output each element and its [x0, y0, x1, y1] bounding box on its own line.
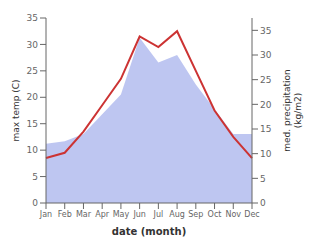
svg-text:30: 30 [27, 40, 39, 50]
svg-text:35: 35 [260, 26, 271, 36]
svg-text:Apr: Apr [95, 210, 110, 219]
svg-text:date (month): date (month) [112, 226, 186, 237]
svg-text:0: 0 [32, 198, 38, 208]
svg-text:Oct: Oct [208, 210, 222, 219]
svg-text:Nov: Nov [225, 210, 241, 219]
svg-text:35: 35 [27, 13, 38, 23]
svg-text:30: 30 [260, 50, 272, 60]
svg-text:25: 25 [260, 75, 271, 85]
svg-text:Jul: Jul [153, 210, 164, 219]
svg-text:med. precipitation(kg/m2): med. precipitation(kg/m2) [282, 69, 303, 151]
svg-text:20: 20 [27, 92, 39, 102]
svg-text:5: 5 [32, 172, 38, 182]
svg-text:5: 5 [260, 174, 266, 184]
svg-text:15: 15 [27, 119, 38, 129]
svg-text:25: 25 [27, 66, 38, 76]
svg-text:Dec: Dec [244, 210, 259, 219]
svg-text:0: 0 [260, 198, 266, 208]
svg-text:10: 10 [260, 149, 272, 159]
svg-text:Aug: Aug [169, 210, 185, 219]
svg-text:max temp (C): max temp (C) [11, 79, 21, 141]
svg-text:Jun: Jun [132, 210, 146, 219]
svg-text:Sep: Sep [188, 210, 203, 219]
svg-text:Jan: Jan [39, 210, 52, 219]
svg-text:Mar: Mar [76, 210, 92, 219]
svg-text:15: 15 [260, 124, 271, 134]
svg-text:20: 20 [260, 100, 272, 110]
svg-text:Feb: Feb [58, 210, 72, 219]
svg-text:May: May [113, 210, 130, 219]
svg-text:10: 10 [27, 145, 39, 155]
